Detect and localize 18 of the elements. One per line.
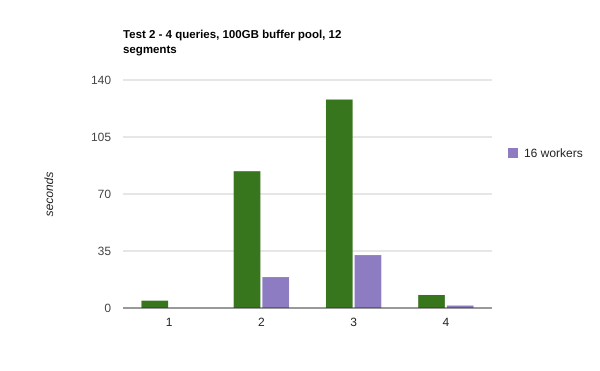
y-tick-label: 0 [104, 301, 112, 316]
bar [354, 255, 382, 308]
chart-title: Test 2 - 4 queries, 100GB buffer pool, 12 segments [123, 29, 342, 56]
bar [418, 294, 445, 308]
x-tick-label: 2 [258, 315, 266, 329]
y-tick-label: 70 [98, 187, 112, 202]
bar [234, 171, 260, 308]
bar [262, 277, 290, 308]
y-tick-label: 105 [90, 130, 112, 144]
x-tick-label: 4 [442, 315, 450, 329]
legend-label: 16 workers [524, 146, 583, 160]
y-tick-label: 140 [90, 73, 112, 88]
y-axis-title: seconds [42, 172, 56, 216]
bar [326, 100, 353, 308]
y-tick-label: 35 [98, 244, 112, 258]
bar [141, 300, 168, 308]
x-tick-label: 1 [166, 315, 173, 329]
x-tick-label: 3 [350, 315, 358, 329]
